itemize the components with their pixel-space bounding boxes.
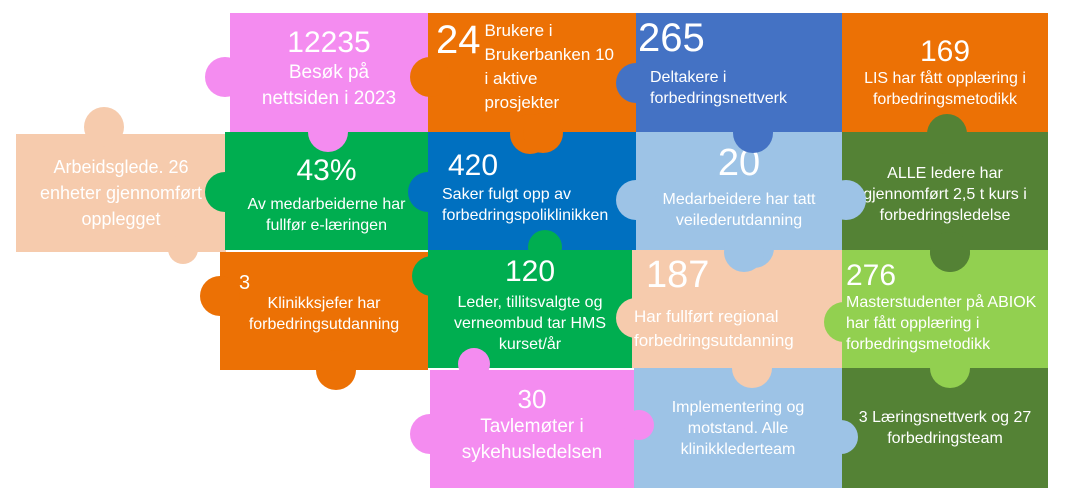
puzzle-tab (408, 172, 448, 212)
puzzle-tab (927, 114, 967, 154)
puzzle-tab (824, 302, 864, 342)
puzzle-tab (458, 348, 490, 380)
puzzle-tab (930, 232, 970, 272)
piece-text: Har fullført regional forbedringsutdanni… (634, 307, 794, 350)
piece-number: 24 (436, 18, 481, 62)
piece-text: Deltakere i forbedringsnettverk (650, 69, 787, 107)
piece-number: 420 (448, 149, 499, 182)
piece-text: Leder, tillitsvalgte og verneombud tar H… (453, 293, 607, 353)
puzzle-tab (724, 232, 764, 272)
piece-number: 276 (846, 258, 897, 292)
puzzle-tab (732, 348, 772, 388)
piece-text: ALLE ledere har gjennomført 2,5 t kurs i… (863, 164, 1027, 224)
puzzle-tab (412, 256, 452, 296)
piece-text: Saker fulgt opp av forbedringspoliklinik… (442, 186, 609, 224)
puzzle-tab (733, 113, 773, 153)
puzzle-tab (824, 420, 858, 454)
piece-number: 12235 (287, 25, 371, 59)
piece-implementation: Implementering og motstand. Alle klinikk… (624, 368, 842, 488)
piece-chiefs: 3 Klinikksjefer har forbedringsutdanning (200, 252, 428, 390)
piece-text: Brukere i Brukerbanken 10 i aktive prosj… (484, 21, 614, 112)
piece-text: Medarbeidere har tatt veilederutdanning (662, 191, 816, 229)
piece-board: 30 Tavlemøter i sykehusledelsen (410, 348, 634, 488)
puzzle-tab (200, 276, 240, 316)
piece-text: Besøk på nettsiden i 2023 (261, 61, 397, 109)
puzzle-tab (616, 63, 656, 103)
piece-leaders: ALLE ledere har gjennomført 2,5 t kurs i… (842, 114, 1048, 272)
piece-text: Implementering og motstand. Alle klinikk… (671, 398, 805, 458)
puzzle-tab (410, 414, 450, 454)
puzzle-tab (523, 113, 563, 153)
piece-lis: 169 LIS har fått opplæring i forbedrings… (842, 13, 1048, 132)
puzzle-tab (84, 107, 124, 147)
puzzle-tab (616, 298, 656, 338)
puzzle-tab (826, 180, 866, 220)
piece-number: 30 (517, 384, 547, 414)
piece-users: 24 Brukere i Brukerbanken 10 i aktive pr… (410, 13, 636, 153)
piece-text: 3 Læringsnettverk og 27 forbedringsteam (858, 409, 1032, 447)
piece-mentors: 20 Medarbeidere har tatt veilederutdanni… (616, 132, 866, 272)
piece-joy: Arbeidsglede. 26 enheter gjennomført opp… (16, 107, 226, 264)
piece-number: 43% (296, 154, 357, 187)
puzzle-tab (616, 180, 656, 220)
piece-number: 265 (638, 16, 705, 60)
puzzle-tab (316, 350, 356, 390)
piece-text: LIS har fått opplæring i forbedringsmeto… (864, 69, 1026, 108)
piece-text: Masterstudenter på ABIOK har fått opplær… (846, 293, 1037, 353)
piece-text: Av medarbeiderne har fullfør e-læringen (247, 196, 406, 234)
piece-text: Klinikksjefer har forbedringsutdanning (248, 295, 400, 333)
piece-elearning: 43% Av medarbeiderne har fullfør e-lærin… (205, 112, 428, 250)
puzzle-tab (410, 57, 450, 97)
puzzle-tab (624, 410, 654, 440)
puzzle-tab (930, 348, 970, 388)
piece-number: 120 (504, 254, 556, 288)
piece-number: 3 (239, 272, 251, 294)
piece-network: 265 Deltakere i forbedringsnettverk (616, 13, 866, 153)
piece-text: Tavlemøter i sykehusledelsen (461, 416, 603, 463)
puzzle-tab (308, 112, 348, 152)
piece-hms: 120 Leder, tillitsvalgte og verneombud t… (412, 250, 632, 368)
puzzle-tab (205, 57, 245, 97)
puzzle-tab (168, 234, 198, 264)
piece-learning: 3 Læringsnettverk og 27 forbedringsteam (824, 368, 1048, 488)
piece-number: 187 (646, 254, 710, 296)
piece-number: 169 (919, 34, 971, 68)
piece-text: Arbeidsglede. 26 enheter gjennomført opp… (39, 157, 203, 229)
puzzle-tab (205, 172, 245, 212)
